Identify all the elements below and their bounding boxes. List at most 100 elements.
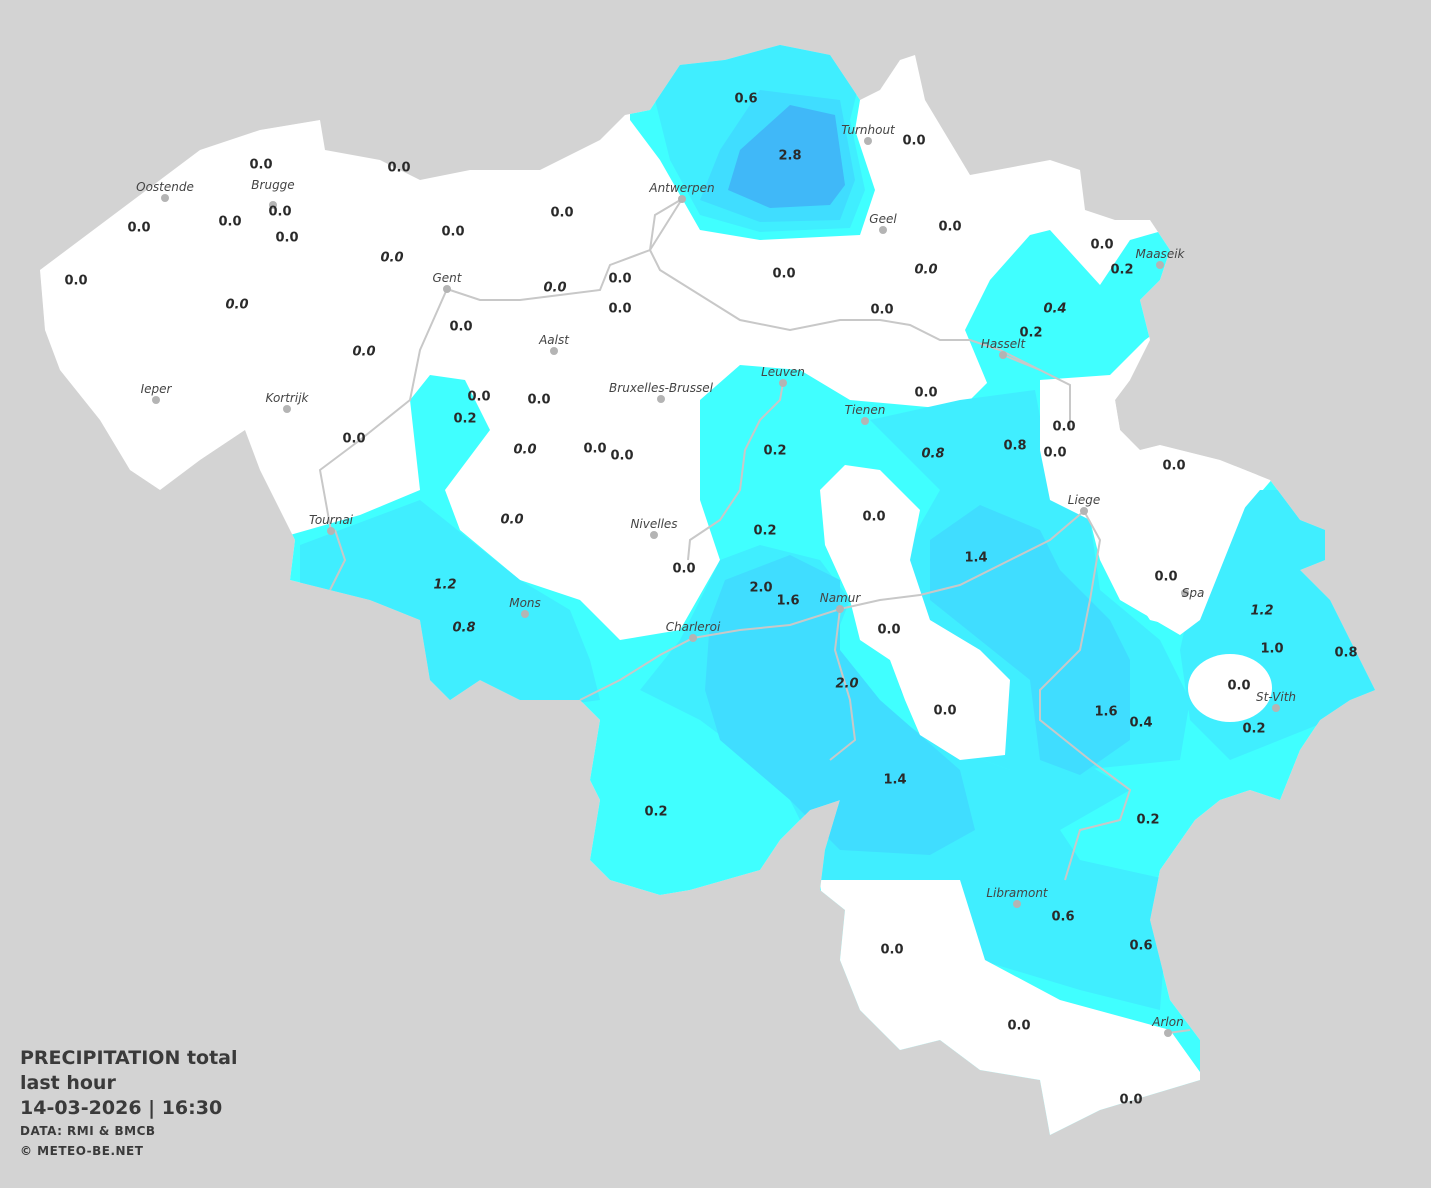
station-value: 0.8 xyxy=(1334,646,1357,661)
city-marker xyxy=(152,396,160,404)
station-value: 0.0 xyxy=(275,231,298,246)
station-value: 0.0 xyxy=(1227,679,1250,694)
contour-1.2-east xyxy=(930,505,1130,775)
station-value: 1.4 xyxy=(964,551,987,566)
city-marker xyxy=(1181,589,1189,597)
dry-area-south xyxy=(820,880,1220,1135)
river-line xyxy=(329,529,347,591)
city-label: Kortrijk xyxy=(266,391,310,405)
legend-title: PRECIPITATION total xyxy=(20,1047,238,1069)
station-value: 0.0 xyxy=(938,220,961,235)
city-label: Antwerpen xyxy=(648,181,714,195)
river-line xyxy=(648,198,1071,430)
station-value: 0.8 xyxy=(921,447,944,462)
rivers xyxy=(318,198,1191,1034)
city-marker xyxy=(1080,507,1088,515)
station-value: 0.2 xyxy=(1136,813,1159,828)
city-marker xyxy=(1164,1029,1172,1037)
station-value: 0.0 xyxy=(1007,1019,1030,1034)
city-marker xyxy=(269,201,277,209)
city-marker xyxy=(779,379,787,387)
station-value: 0.2 xyxy=(644,805,667,820)
station-value: 0.0 xyxy=(467,390,490,405)
station-value: 0.6 xyxy=(734,92,757,107)
station-value: 0.2 xyxy=(1019,326,1042,341)
station-value: 0.2 xyxy=(1110,263,1133,278)
station-value: 0.0 xyxy=(500,513,523,528)
precipitation-contours xyxy=(290,45,1375,1135)
station-value: 0.0 xyxy=(914,263,937,278)
city-label: Ieper xyxy=(141,382,173,396)
station-value: 0.0 xyxy=(441,225,464,240)
station-value: 1.0 xyxy=(1260,642,1283,657)
station-value: 0.0 xyxy=(583,442,606,457)
city-label: Maaseik xyxy=(1136,247,1186,261)
city-label: Charleroi xyxy=(666,620,721,634)
city-label: Aalst xyxy=(538,333,570,347)
city-marker xyxy=(161,194,169,202)
station-value: 0.0 xyxy=(933,704,956,719)
river-line xyxy=(579,607,857,761)
dry-area-namur xyxy=(820,465,1010,760)
city-label: Turnhout xyxy=(841,123,896,137)
city-marker xyxy=(521,610,529,618)
contour-0.2-northeast xyxy=(965,220,1200,390)
station-value: 0.0 xyxy=(608,272,631,287)
river-line xyxy=(318,198,683,532)
city-label: Libramont xyxy=(986,886,1049,900)
contour-0.6-mons xyxy=(300,500,600,720)
city-label: Nivelles xyxy=(630,517,677,531)
city-marker xyxy=(879,226,887,234)
station-value: 0.0 xyxy=(527,393,550,408)
station-value: 0.8 xyxy=(1003,439,1026,454)
station-value: 0.0 xyxy=(608,302,631,317)
city-marker xyxy=(650,531,658,539)
station-value: 1.4 xyxy=(883,773,906,788)
station-value: 0.0 xyxy=(1119,1093,1142,1108)
station-value: 0.0 xyxy=(1162,459,1185,474)
city-label: Hasselt xyxy=(981,337,1027,351)
station-value: 0.0 xyxy=(870,303,893,318)
station-value: 0.0 xyxy=(877,623,900,638)
station-value: 0.0 xyxy=(449,320,472,335)
dry-area-stvith xyxy=(1188,654,1272,722)
city-marker xyxy=(999,351,1007,359)
legend-datetime: 14-03-2026 | 16:30 xyxy=(20,1097,223,1119)
station-value: 0.2 xyxy=(1242,722,1265,737)
city-label: St-Vith xyxy=(1256,690,1296,704)
city-label: Leuven xyxy=(761,365,805,379)
dry-area-liege xyxy=(1040,378,1260,635)
station-value: 0.0 xyxy=(543,281,566,296)
river-line xyxy=(1002,354,1041,371)
station-value: 0.4 xyxy=(1129,716,1152,731)
station-value: 0.0 xyxy=(64,274,87,289)
station-value: 2.8 xyxy=(778,149,801,164)
city-marker xyxy=(1156,261,1164,269)
city-label: Tienen xyxy=(845,403,886,417)
city-marker xyxy=(861,417,869,425)
legend-source: DATA: RMI & BMCB xyxy=(20,1124,156,1138)
station-value: 0.0 xyxy=(772,267,795,282)
station-value: 0.6 xyxy=(1051,910,1074,925)
city-label: Geel xyxy=(869,212,897,226)
city-label: Arlon xyxy=(1151,1015,1183,1029)
station-value: 1.2 xyxy=(1250,604,1273,619)
city-label: Spa xyxy=(1182,586,1205,600)
river-line xyxy=(687,382,784,561)
station-value: 2.0 xyxy=(835,677,858,692)
river-line xyxy=(839,509,1132,881)
station-value: 0.0 xyxy=(380,251,403,266)
city-label: Gent xyxy=(433,271,463,285)
station-value: 1.6 xyxy=(1094,705,1117,720)
legend-subtitle: last hour xyxy=(20,1072,116,1094)
city-marker xyxy=(283,405,291,413)
station-value: 0.4 xyxy=(1043,302,1066,317)
station-values: 0.6 2.8 0.0 0.0 0.0 0.0 0.0 0.0 0.0 0.0 0.0 0.0 0.0 0… xyxy=(64,92,1357,1108)
city-label: Brugge xyxy=(251,178,294,192)
station-value: 0.8 xyxy=(452,621,475,636)
city-marker xyxy=(550,347,558,355)
station-value: 0.2 xyxy=(763,444,786,459)
station-value: 0.0 xyxy=(1043,446,1066,461)
city-label: Namur xyxy=(820,591,862,605)
